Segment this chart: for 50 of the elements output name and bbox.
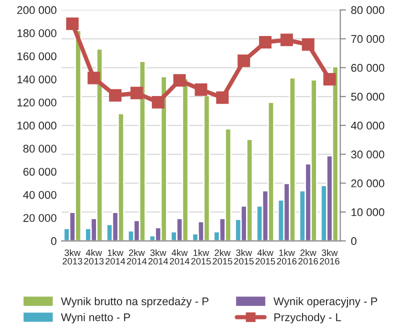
y-tick-label: 160 000 [18, 52, 56, 60]
x-tick-label: 2kw 2016 [298, 249, 318, 265]
point [302, 38, 314, 51]
y2-tick-label: 30 000 [351, 150, 384, 158]
y-tick-label: 0 [51, 237, 56, 246]
y-tick-label: 40 000 [23, 190, 56, 199]
point [88, 72, 100, 84]
y2-tick-label: 10 000 [352, 208, 384, 216]
point [130, 86, 143, 100]
x-tick-label: 2kw 2015 [212, 249, 232, 265]
y-tick-label: 140 000 [18, 75, 56, 84]
y-tick-label: 80 000 [23, 144, 56, 153]
x-tick-label: 4kw 2013 [84, 249, 104, 265]
x-tick-label: 3kw 2016 [320, 249, 340, 265]
point [259, 36, 272, 48]
point [109, 89, 122, 102]
y-tick-label: 100 000 [18, 122, 56, 130]
point [238, 54, 250, 67]
legend-label: Wynik brutto na sprzedaży - P [60, 297, 208, 308]
y-tick-label: 200 000 [17, 6, 56, 14]
x-tick-label: 3kw 2014 [148, 249, 168, 265]
y2-tick-label: 80 000 [351, 6, 384, 14]
y-tick-label: 120 000 [18, 98, 56, 106]
legend-label: Wynik operacyjny - P [274, 297, 378, 308]
y2-tick-label: 70 000 [351, 35, 384, 43]
y2-tick-label: 50 000 [351, 92, 384, 101]
x-tick-label: 4kw 2014 [170, 249, 190, 265]
point [280, 34, 293, 46]
x-tick-label: 1kw 2014 [106, 249, 126, 265]
y-tick-label: 180 000 [18, 29, 56, 38]
legend-label: Przychody - L [274, 313, 342, 324]
y2-tick-label: 0 [351, 237, 356, 246]
point [323, 72, 336, 86]
x-tick-label: 3kw 2013 [62, 249, 82, 265]
y2-tick-label: 40 000 [350, 122, 384, 130]
y-tick-label: 20 000 [23, 214, 56, 222]
y-tick-label: 60 000 [23, 168, 56, 176]
point [173, 74, 186, 87]
point [152, 96, 164, 109]
point [194, 83, 208, 96]
x-tick-label: 4kw 2015 [256, 249, 276, 265]
x-tick-label: 3kw 2015 [234, 249, 254, 265]
point [216, 91, 229, 104]
y2-tick-label: 60 000 [351, 64, 384, 72]
legend-label: Wyni netto - P [60, 313, 130, 324]
point [66, 18, 79, 30]
x-tick-label: 1kw 2015 [191, 249, 211, 265]
x-tick-label: 1kw 2016 [276, 249, 297, 265]
y2-tick-label: 20 000 [351, 179, 384, 188]
x-tick-label: 2kw 2014 [126, 249, 147, 265]
